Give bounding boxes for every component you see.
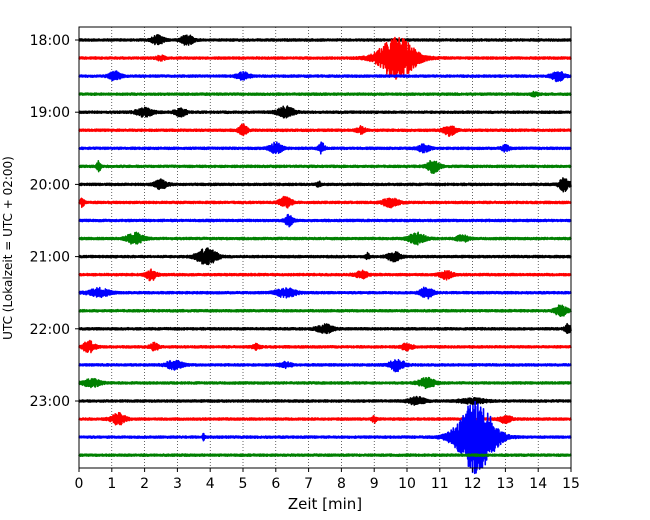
trace-2030 (78, 213, 572, 228)
trace-2130 (78, 286, 572, 300)
trace-2145 (78, 304, 572, 317)
trace-1900 (78, 105, 572, 119)
trace-1930 (78, 141, 572, 155)
y-tick-label: 20:00 (30, 177, 70, 193)
y-tick-label: 23:00 (30, 394, 70, 410)
y-tick-label: 22:00 (30, 322, 70, 338)
x-axis-label: Zeit [min] (288, 495, 362, 513)
y-tick-label: 19:00 (30, 105, 70, 121)
x-tick-label: 14 (529, 476, 547, 492)
trace-2245 (78, 376, 572, 390)
trace-1945 (78, 159, 572, 174)
x-axis: 0 1 2 3 4 5 6 7 8 9 10 11 12 13 14 15 (75, 468, 580, 492)
trace-2115 (78, 268, 572, 282)
x-tick-label: 13 (496, 476, 514, 492)
trace-1915 (78, 123, 572, 137)
trace-2100 (78, 247, 572, 266)
x-tick-label: 0 (75, 476, 84, 492)
trace-2215 (78, 339, 572, 354)
x-tick-label: 1 (107, 476, 116, 492)
x-tick-label: 12 (464, 476, 482, 492)
y-axis-label: UTC (Lokalzeit = UTC + 02:00) (1, 156, 15, 340)
x-tick-label: 2 (140, 476, 149, 492)
trace-1800 (78, 33, 572, 46)
x-tick-label: 3 (173, 476, 182, 492)
y-tick-label: 18:00 (30, 33, 70, 49)
x-tick-label: 10 (398, 476, 416, 492)
x-tick-label: 4 (206, 476, 215, 492)
trace-2345 (78, 453, 572, 458)
x-tick-label: 9 (370, 476, 379, 492)
plot-frame (78, 26, 572, 469)
trace-1845 (78, 90, 572, 98)
trace-2315 (78, 411, 572, 426)
trace-2230 (78, 358, 572, 373)
trace-2045 (78, 231, 572, 246)
x-tick-label: 6 (271, 476, 280, 492)
y-tick-label: 21:00 (30, 250, 70, 266)
y-axis: 18:00 19:00 20:00 21:00 22:00 23:00 (30, 33, 79, 410)
x-tick-label: 7 (304, 476, 313, 492)
trace-2200 (78, 322, 572, 335)
trace-2330 (78, 400, 572, 475)
trace-2015 (78, 195, 572, 209)
trace-1830 (78, 70, 572, 83)
x-tick-label: 8 (337, 476, 346, 492)
trace-2300 (78, 395, 572, 406)
x-tick-label: 5 (239, 476, 248, 492)
x-tick-label: 15 (562, 476, 580, 492)
trace-2000 (78, 177, 572, 193)
x-tick-label: 11 (431, 476, 449, 492)
trace-1815 (78, 36, 572, 80)
seismic-traces (78, 33, 572, 475)
